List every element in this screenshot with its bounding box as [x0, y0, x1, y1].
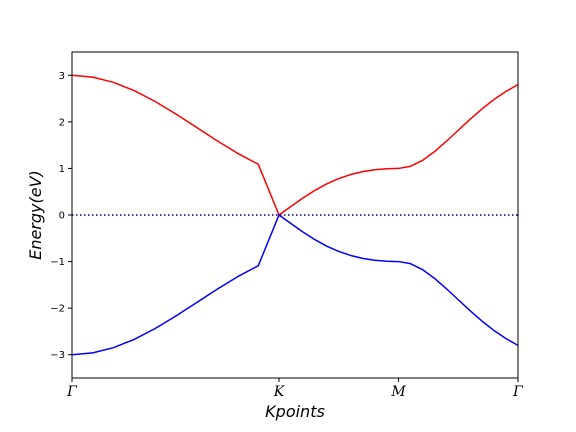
x-tick-label: Γ	[512, 384, 524, 400]
band-line-upper	[71, 74, 519, 216]
x-tick-label: Γ	[66, 384, 78, 400]
x-tick-label: M	[390, 384, 406, 400]
y-tick-label: −2	[50, 304, 65, 315]
x-tick-label: K	[273, 384, 286, 400]
y-tick-label: 2	[59, 117, 65, 128]
x-axis-label: Kpoints	[265, 402, 325, 421]
y-tick-label: 3	[59, 71, 65, 82]
y-tick-label: 1	[59, 164, 65, 175]
axes-frame	[71, 51, 519, 379]
y-tick-label: −3	[50, 350, 65, 361]
y-axis-label: Energy(eV)	[26, 170, 45, 260]
y-tick-label: −1	[50, 257, 65, 268]
plot-area	[71, 51, 519, 379]
band-line-lower	[71, 214, 519, 356]
y-tick-label: 0	[59, 211, 65, 222]
y-axis-ticks: −3 −2 −1 0 1 2 3	[50, 71, 72, 361]
